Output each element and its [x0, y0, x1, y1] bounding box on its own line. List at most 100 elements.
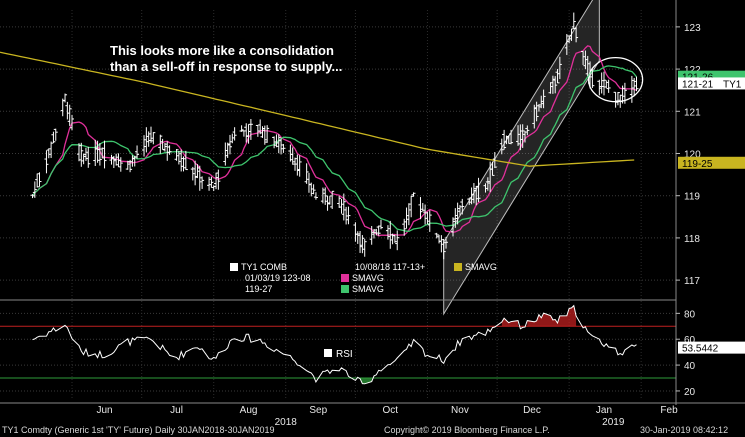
price-bar — [360, 235, 365, 254]
legend-low: 10/08/18 117-13+ — [355, 262, 425, 272]
price-bar — [474, 185, 479, 206]
legend-last: 119-27 — [245, 284, 272, 294]
price-bar — [207, 176, 212, 191]
price-bar — [211, 185, 216, 192]
price-bar — [534, 101, 539, 122]
price-bar — [520, 124, 525, 148]
price-bar — [444, 236, 449, 249]
price-bar — [355, 231, 360, 244]
price-bar — [179, 149, 184, 172]
price-bar — [79, 142, 84, 167]
price-bar — [374, 228, 379, 236]
month-label: Aug — [240, 405, 258, 416]
rsi-layer: RSI — [0, 304, 676, 385]
legend-sma-fast-swatch — [341, 274, 349, 282]
price-bar — [246, 123, 251, 144]
price-bar — [279, 138, 284, 155]
price-bar — [564, 33, 569, 55]
legend-sma-slow-swatch — [454, 263, 462, 271]
price-bar — [197, 165, 202, 191]
price-bar — [337, 195, 342, 208]
price-bar — [406, 203, 411, 226]
price-bar — [309, 182, 314, 197]
price-bar — [574, 27, 579, 43]
price-bar — [467, 197, 472, 205]
legend-sma-slow: SMAVG — [454, 262, 497, 272]
price-bar — [195, 164, 200, 179]
price-tick-label: 120 — [684, 150, 701, 161]
last-price-value: 121-21 TY1 — [678, 77, 745, 90]
price-bar — [323, 187, 328, 205]
price-bar — [306, 172, 311, 193]
price-bar — [288, 144, 293, 162]
rsi-tick-label: 20 — [684, 387, 696, 398]
price-bar — [516, 125, 521, 146]
price-bar — [455, 202, 460, 225]
price-bar — [230, 133, 235, 144]
price-bar — [132, 155, 137, 167]
price-bar — [35, 173, 40, 188]
price-bar — [244, 123, 249, 143]
price-bar — [460, 198, 465, 215]
price-bar — [434, 232, 439, 239]
price-bar — [392, 234, 397, 243]
price-bar — [583, 50, 588, 70]
price-bar — [311, 184, 316, 195]
price-bar — [162, 142, 167, 152]
price-bar — [378, 219, 383, 230]
rsi-legend: RSI — [324, 349, 353, 360]
sma-slow-value-box — [678, 156, 745, 169]
price-bar — [109, 154, 114, 165]
price-tick-label: 123 — [684, 23, 701, 34]
price-bar — [100, 147, 105, 159]
price-bar — [183, 150, 188, 171]
price-bar — [295, 154, 300, 176]
price-bar — [81, 153, 86, 165]
month-label: Oct — [382, 405, 398, 416]
price-bar — [223, 142, 228, 166]
axes-layer: 117 118 119 120 121 122 123 20 40 60 80 Jun Jul Aug Se… — [0, 0, 745, 428]
price-bar — [209, 176, 214, 188]
price-bar — [53, 128, 58, 141]
price-bar — [457, 205, 462, 216]
price-bar — [402, 218, 407, 236]
legend-high: 01/03/19 123-08 — [245, 273, 311, 283]
price-bar — [492, 152, 497, 169]
price-bar — [176, 151, 181, 165]
price-bar — [274, 134, 279, 148]
sma-medium-line — [31, 65, 638, 232]
price-bar — [550, 75, 555, 94]
price-bar — [450, 217, 455, 237]
price-bar — [346, 206, 351, 225]
price-bar — [76, 143, 81, 162]
price-bar — [632, 77, 637, 97]
price-bar — [604, 80, 609, 89]
price-bar — [615, 91, 620, 106]
legend-security-label: TY1 COMB — [241, 262, 287, 272]
price-bar — [330, 190, 335, 209]
price-bar — [51, 131, 56, 144]
price-bar — [70, 114, 75, 131]
price-bar — [588, 61, 593, 89]
legend-high-label: 01/03/19 123-08 — [245, 273, 311, 283]
price-bar — [483, 183, 488, 193]
price-bar — [506, 135, 511, 144]
price-bar — [97, 142, 102, 166]
price-bar — [232, 127, 237, 141]
year-label: 2018 — [275, 417, 298, 428]
legend-security: TY1 COMB — [230, 262, 287, 272]
legend-security-swatch — [230, 263, 238, 271]
trend-channel-band — [443, 0, 600, 316]
price-bar — [239, 125, 244, 132]
price-bar — [327, 195, 332, 205]
price-bar — [313, 192, 318, 200]
price-bar — [404, 207, 409, 229]
price-bar — [32, 181, 37, 198]
price-bar — [304, 163, 309, 184]
price-bar — [634, 76, 639, 92]
rsi-tick-label: 60 — [684, 335, 696, 346]
price-bar — [590, 68, 595, 88]
year-label: 2019 — [602, 417, 625, 428]
